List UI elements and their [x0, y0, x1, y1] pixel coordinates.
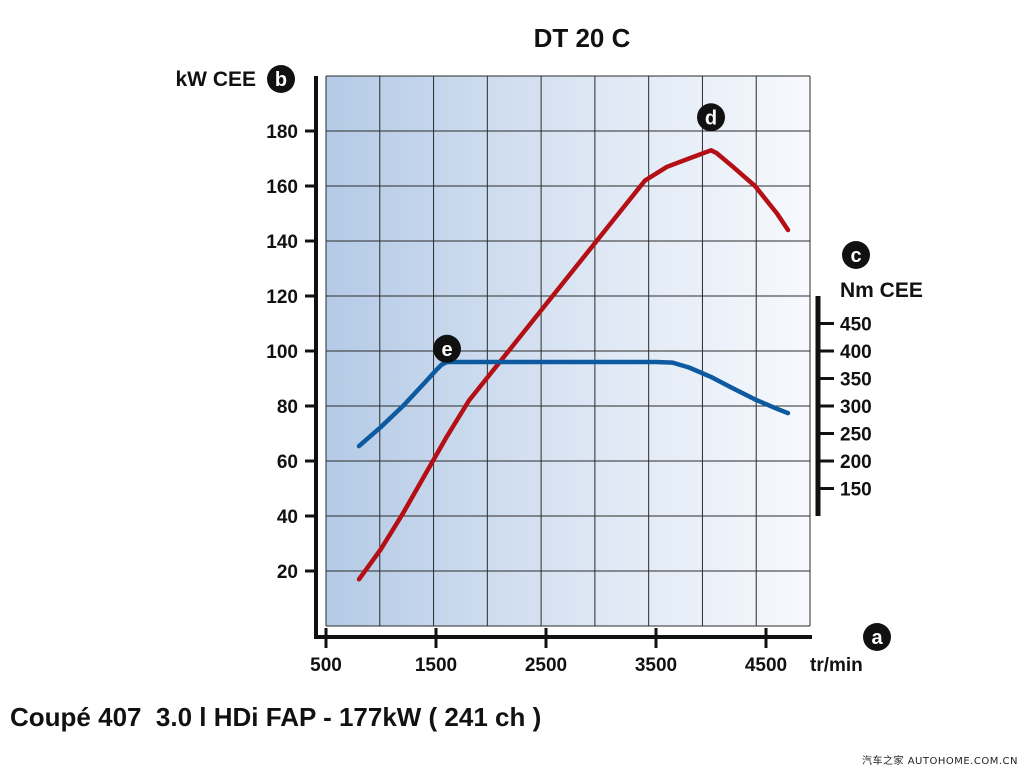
series-line-power — [356, 148, 791, 582]
series-markers: de — [433, 103, 725, 363]
x-axis-tick-label: 3500 — [635, 655, 677, 676]
x-axis-tick-label: 500 — [310, 655, 342, 676]
marker-b-badge: b — [267, 65, 295, 93]
marker-badge-circle — [697, 103, 725, 132]
marker-e-badge: e — [433, 334, 461, 363]
marker-e-letter: e — [441, 339, 452, 361]
series-layer — [356, 148, 791, 582]
chart-title: DT 20 C — [534, 23, 631, 53]
right-axis-tick-label: 200 — [840, 452, 872, 473]
right-axis-tick-label: 350 — [840, 370, 872, 391]
watermark: 汽车之家 AUTOHOME.COM.CN — [862, 756, 1018, 767]
x-axis-unit: tr/min — [810, 655, 863, 676]
marker-badge-circle — [433, 334, 461, 363]
marker-a-letter: a — [871, 627, 883, 649]
marker-c-letter: c — [850, 245, 861, 267]
left-axis-tick-label: 160 — [266, 177, 298, 198]
right-axis-tick-label: 250 — [840, 425, 872, 446]
left-axis-tick-label: 100 — [266, 342, 298, 363]
grid-lines — [325, 75, 811, 627]
left-axis-tick-label: 140 — [266, 232, 298, 253]
marker-d-letter: d — [705, 107, 717, 129]
right-axis-tick-label: 150 — [840, 480, 872, 501]
engine-performance-chart: DT 20 C 20 40 60 80 100 120 140 160 180 150 200 25… — [175, 23, 923, 676]
right-axis-tick-label: 450 — [840, 315, 872, 336]
right-axis-tick-label: 400 — [840, 342, 872, 363]
x-axis-tick-label: 4500 — [745, 655, 787, 676]
right-axis-tick-label: 300 — [840, 397, 872, 418]
series-line-torque — [356, 359, 791, 449]
right-axis: 150 200 250 300 350 400 450 — [815, 296, 872, 516]
left-axis-label: kW CEE — [175, 68, 256, 91]
marker-a-badge: a — [863, 623, 891, 651]
marker-d-badge: d — [697, 103, 725, 132]
right-axis-label: Nm CEE — [840, 279, 923, 302]
left-axis-tick-label: 60 — [277, 452, 298, 473]
left-axis: 20 40 60 80 100 120 140 160 180 — [266, 76, 318, 637]
x-axis: 500 1500 2500 3500 4500 — [310, 628, 812, 676]
left-axis-tick-label: 80 — [277, 397, 298, 418]
left-axis-tick-label: 40 — [277, 507, 298, 528]
marker-b-letter: b — [275, 69, 287, 91]
chart-caption: Coupé 407 3.0 l HDi FAP - 177kW ( 241 ch… — [10, 702, 542, 732]
x-axis-tick-label: 1500 — [415, 655, 457, 676]
x-axis-tick-label: 2500 — [525, 655, 567, 676]
left-axis-tick-label: 180 — [266, 122, 298, 143]
left-axis-tick-label: 120 — [266, 287, 298, 308]
left-axis-tick-label: 20 — [277, 562, 298, 583]
marker-c-badge: c — [842, 241, 870, 269]
